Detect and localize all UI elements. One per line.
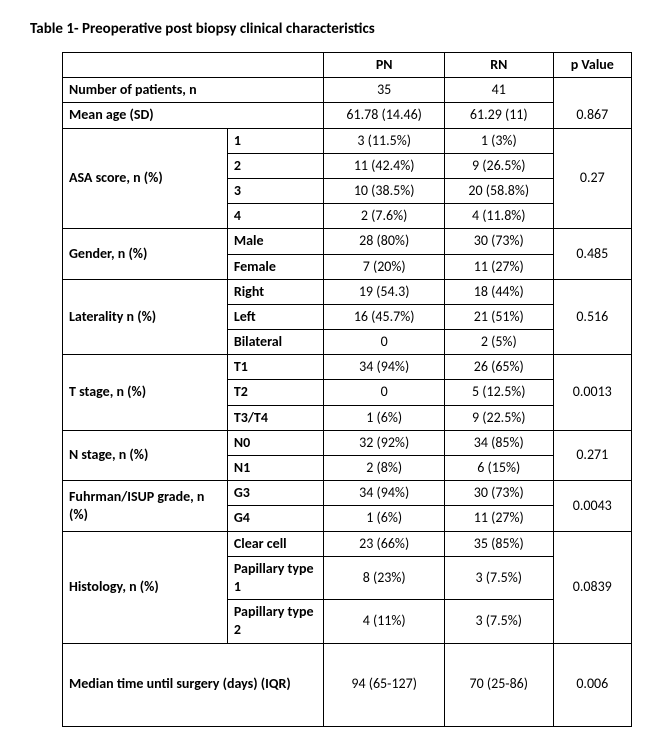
table-title: Table 1- Preoperative post biopsy clinic… xyxy=(30,20,644,38)
mean-age-label: Mean age (SD) xyxy=(63,103,324,128)
h-k-1: Papillary type 1 xyxy=(227,556,324,599)
row-lat-right: Laterality n (%) Right 19 (54.3) 18 (44%… xyxy=(63,279,632,304)
mean-age-rn: 61.29 (11) xyxy=(444,103,553,128)
n-rn-0: 34 (85%) xyxy=(444,430,553,455)
mean-age-pv: 0.867 xyxy=(553,78,631,128)
n-pn-0: 32 (92%) xyxy=(324,430,445,455)
asa-k-2: 2 xyxy=(227,153,324,178)
lat-rn-left: 21 (51%) xyxy=(444,304,553,329)
h-rn-0: 35 (85%) xyxy=(444,531,553,556)
asa-rn-2: 9 (26.5%) xyxy=(444,153,553,178)
row-hist-clear: Histology, n (%) Clear cell 23 (66%) 35 … xyxy=(63,531,632,556)
header-row: PN RN p Value xyxy=(63,53,632,78)
median-time-rn: 70 (25-86) xyxy=(444,643,553,726)
median-time-pn: 94 (65-127) xyxy=(324,643,445,726)
gender-pn-female: 7 (20%) xyxy=(324,254,445,279)
header-rn: RN xyxy=(444,53,553,78)
t-pn-3: 1 (6%) xyxy=(324,405,445,430)
fuhrman-label: Fuhrman/ISUP grade, n (%) xyxy=(63,481,228,531)
t-k-1: T1 xyxy=(227,355,324,380)
histology-pv: 0.0839 xyxy=(553,531,631,643)
f-rn-0: 30 (73%) xyxy=(444,481,553,506)
n-pn-1: 2 (8%) xyxy=(324,456,445,481)
t-k-3: T3/T4 xyxy=(227,405,324,430)
t-pn-1: 34 (94%) xyxy=(324,355,445,380)
asa-k-4: 4 xyxy=(227,204,324,229)
t-rn-3: 9 (22.5%) xyxy=(444,405,553,430)
nstage-label: N stage, n (%) xyxy=(63,430,228,480)
laterality-label: Laterality n (%) xyxy=(63,279,228,355)
asa-pn-1: 3 (11.5%) xyxy=(324,128,445,153)
t-rn-1: 26 (65%) xyxy=(444,355,553,380)
lat-pn-right: 19 (54.3) xyxy=(324,279,445,304)
gender-pv: 0.485 xyxy=(553,229,631,279)
nstage-pv: 0.271 xyxy=(553,430,631,480)
n-k-1: N1 xyxy=(227,456,324,481)
lat-pn-bilateral: 0 xyxy=(324,330,445,355)
f-k-0: G3 xyxy=(227,481,324,506)
f-rn-1: 11 (27%) xyxy=(444,506,553,531)
median-time-pv: 0.006 xyxy=(553,643,631,726)
num-patients-label: Number of patients, n xyxy=(63,78,324,103)
f-k-1: G4 xyxy=(227,506,324,531)
row-asa-1: ASA score, n (%) 1 3 (11.5%) 1 (3%) 0.27 xyxy=(63,128,632,153)
t-pn-2: 0 xyxy=(324,380,445,405)
row-mean-age: Mean age (SD) 61.78 (14.46) 61.29 (11) xyxy=(63,103,632,128)
lat-k-left: Left xyxy=(227,304,324,329)
asa-pn-4: 2 (7.6%) xyxy=(324,204,445,229)
h-k-0: Clear cell xyxy=(227,531,324,556)
t-rn-2: 5 (12.5%) xyxy=(444,380,553,405)
asa-rn-4: 4 (11.8%) xyxy=(444,204,553,229)
row-n0: N stage, n (%) N0 32 (92%) 34 (85%) 0.27… xyxy=(63,430,632,455)
asa-rn-3: 20 (58.8%) xyxy=(444,178,553,203)
asa-pn-3: 10 (38.5%) xyxy=(324,178,445,203)
h-rn-1: 3 (7.5%) xyxy=(444,556,553,599)
median-time-label: Median time until surgery (days) (IQR) xyxy=(63,643,324,726)
lat-rn-right: 18 (44%) xyxy=(444,279,553,304)
h-rn-2: 3 (7.5%) xyxy=(444,600,553,643)
row-median-time: Median time until surgery (days) (IQR) 9… xyxy=(63,643,632,726)
h-pn-1: 8 (23%) xyxy=(324,556,445,599)
tstage-pv: 0.0013 xyxy=(553,355,631,431)
asa-pn-2: 11 (42.4%) xyxy=(324,153,445,178)
histology-label: Histology, n (%) xyxy=(63,531,228,643)
row-gender-male: Gender, n (%) Male 28 (80%) 30 (73%) 0.4… xyxy=(63,229,632,254)
n-rn-1: 6 (15%) xyxy=(444,456,553,481)
asa-k-3: 3 xyxy=(227,178,324,203)
header-blank xyxy=(63,53,324,78)
lat-k-right: Right xyxy=(227,279,324,304)
clinical-table: PN RN p Value Number of patients, n 35 4… xyxy=(62,52,632,727)
t-k-2: T2 xyxy=(227,380,324,405)
row-t1: T stage, n (%) T1 34 (94%) 26 (65%) 0.00… xyxy=(63,355,632,380)
num-patients-pn: 35 xyxy=(324,78,445,103)
lat-pn-left: 16 (45.7%) xyxy=(324,304,445,329)
row-g3: Fuhrman/ISUP grade, n (%) G3 34 (94%) 30… xyxy=(63,481,632,506)
fuhrman-pv: 0.0043 xyxy=(553,481,631,531)
asa-rn-1: 1 (3%) xyxy=(444,128,553,153)
gender-k-male: Male xyxy=(227,229,324,254)
row-num-patients: Number of patients, n 35 41 0.867 xyxy=(63,78,632,103)
gender-label: Gender, n (%) xyxy=(63,229,228,279)
gender-pn-male: 28 (80%) xyxy=(324,229,445,254)
f-pn-0: 34 (94%) xyxy=(324,481,445,506)
f-pn-1: 1 (6%) xyxy=(324,506,445,531)
num-patients-rn: 41 xyxy=(444,78,553,103)
laterality-pv: 0.516 xyxy=(553,279,631,355)
mean-age-pn: 61.78 (14.46) xyxy=(324,103,445,128)
gender-rn-female: 11 (27%) xyxy=(444,254,553,279)
header-pn: PN xyxy=(324,53,445,78)
h-k-2: Papillary type 2 xyxy=(227,600,324,643)
h-pn-2: 4 (11%) xyxy=(324,600,445,643)
asa-k-1: 1 xyxy=(227,128,324,153)
gender-k-female: Female xyxy=(227,254,324,279)
lat-k-bilateral: Bilateral xyxy=(227,330,324,355)
asa-label: ASA score, n (%) xyxy=(63,128,228,229)
header-pvalue: p Value xyxy=(553,53,631,78)
asa-pv: 0.27 xyxy=(553,128,631,229)
gender-rn-male: 30 (73%) xyxy=(444,229,553,254)
n-k-0: N0 xyxy=(227,430,324,455)
lat-rn-bilateral: 2 (5%) xyxy=(444,330,553,355)
tstage-label: T stage, n (%) xyxy=(63,355,228,431)
h-pn-0: 23 (66%) xyxy=(324,531,445,556)
